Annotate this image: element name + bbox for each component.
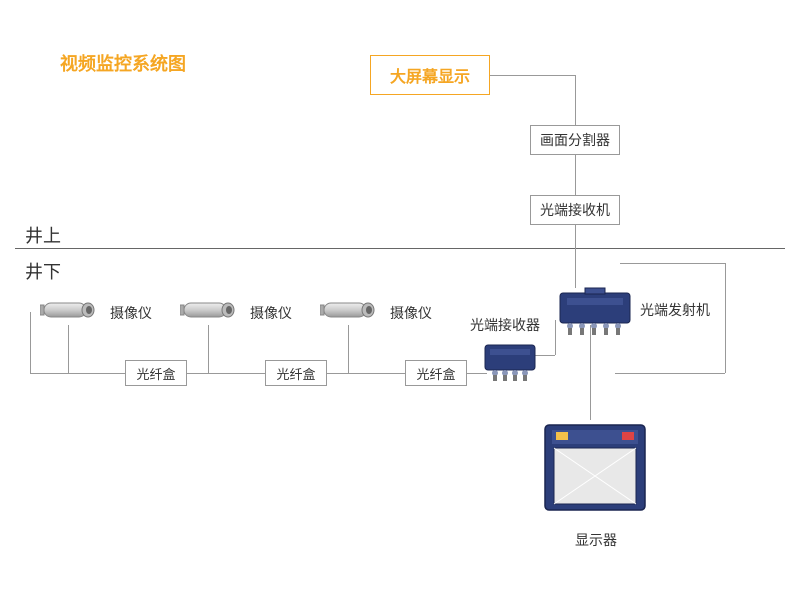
camera-label: 摄像仪 [390, 303, 432, 323]
conn-line [187, 373, 265, 374]
conn-line [348, 325, 349, 373]
diagram-canvas: 视频监控系统图 大屏幕显示 画面分割器 光端接收机 井上 井下 [0, 0, 800, 600]
conn-line [208, 325, 209, 373]
conn-line [725, 263, 726, 373]
fiber-box: 光纤盒 [405, 360, 467, 386]
big-screen-box: 大屏幕显示 [370, 55, 490, 95]
zone-below-label: 井下 [25, 258, 61, 284]
conn-line [620, 263, 725, 264]
receiver-top-box: 光端接收机 [530, 195, 620, 225]
conn-line [575, 155, 576, 195]
splitter-box: 画面分割器 [530, 125, 620, 155]
camera-label: 摄像仪 [250, 303, 292, 323]
zone-above-label: 井上 [25, 222, 61, 248]
conn-line [575, 225, 576, 288]
conn-line [30, 312, 31, 373]
conn-line [30, 373, 125, 374]
monitor-label: 显示器 [575, 530, 617, 550]
diagram-title: 视频监控系统图 [60, 50, 186, 76]
conn-line [327, 373, 405, 374]
optical-receiver-device-icon [480, 335, 540, 385]
optical-receiver-label: 光端接收器 [470, 315, 540, 335]
camera-icon [40, 295, 100, 325]
fiber-box: 光纤盒 [125, 360, 187, 386]
optical-transmitter-device-icon [555, 285, 635, 340]
camera-icon [320, 295, 380, 325]
conn-line [615, 373, 725, 374]
zone-divider [15, 248, 785, 249]
conn-line [68, 325, 69, 373]
conn-line [575, 75, 576, 125]
conn-line [490, 75, 575, 76]
camera-icon [180, 295, 240, 325]
monitor-device-icon [540, 420, 650, 520]
optical-transmitter-label: 光端发射机 [640, 300, 710, 320]
fiber-box: 光纤盒 [265, 360, 327, 386]
camera-label: 摄像仪 [110, 303, 152, 323]
